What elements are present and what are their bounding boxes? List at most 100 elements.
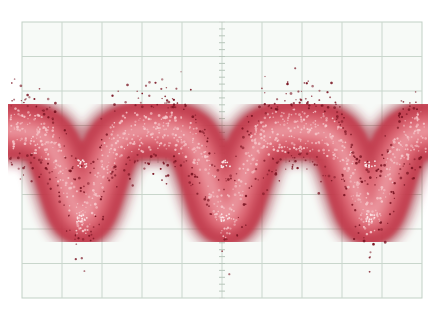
noise-dot (407, 138, 410, 141)
noise-dot (178, 136, 181, 139)
noise-dot (344, 132, 347, 136)
noise-dot (76, 232, 78, 235)
noise-dot (342, 126, 345, 130)
noise-dot (24, 137, 27, 140)
noise-dot (174, 119, 177, 122)
noise-dot (123, 169, 126, 172)
noise-dot (311, 160, 314, 163)
noise-dot (23, 142, 27, 146)
noise-dot (288, 160, 291, 162)
noise-dot (227, 178, 230, 181)
noise-dot (85, 201, 89, 205)
noise-dot (68, 186, 71, 190)
noise-dot (272, 132, 274, 134)
noise-dot (373, 216, 376, 219)
noise-dot (388, 193, 391, 195)
noise-dot (53, 141, 56, 145)
noise-dot (368, 176, 372, 179)
noise-dot (195, 122, 197, 124)
noise-dot (175, 87, 178, 90)
noise-dot (165, 174, 168, 178)
noise-dot (60, 149, 63, 152)
noise-dot (363, 237, 365, 239)
noise-dot (323, 152, 325, 155)
noise-dot (74, 257, 77, 261)
noise-dot (308, 128, 312, 132)
noise-dot (225, 214, 228, 217)
noise-dot (92, 237, 95, 240)
noise-dot (29, 113, 32, 116)
noise-dot (402, 108, 405, 110)
noise-dot (289, 92, 293, 95)
noise-dot (157, 147, 159, 150)
noise-dot (124, 116, 126, 119)
noise-dot (296, 166, 299, 170)
noise-dot (306, 128, 309, 131)
noise-dot (415, 140, 419, 144)
noise-dot (362, 208, 364, 211)
noise-dot (16, 138, 18, 141)
noise-dot (169, 115, 172, 119)
noise-dot (196, 176, 199, 179)
noise-dot (39, 136, 42, 138)
noise-dot (376, 196, 379, 200)
noise-dot (395, 162, 399, 165)
noise-dot (283, 120, 286, 122)
noise-dot (351, 162, 354, 165)
noise-dot (255, 131, 257, 133)
noise-dot (333, 153, 336, 155)
noise-dot (53, 167, 55, 170)
noise-dot (360, 201, 362, 203)
noise-dot (126, 157, 129, 159)
noise-dot (380, 164, 383, 167)
noise-dot (262, 125, 265, 128)
noise-dot (359, 155, 362, 158)
noise-dot (63, 192, 65, 194)
noise-dot (45, 107, 49, 111)
noise-dot (17, 112, 20, 116)
noise-dot (93, 193, 96, 196)
noise-dot (233, 223, 236, 226)
noise-dot (402, 124, 406, 127)
noise-dot (241, 194, 244, 197)
noise-dot (413, 158, 416, 161)
noise-dot (114, 157, 117, 160)
noise-dot (166, 163, 170, 167)
noise-dot (366, 160, 369, 163)
noise-dot (367, 170, 370, 174)
noise-dot (263, 116, 267, 120)
noise-dot (252, 169, 256, 173)
noise-dot (379, 169, 383, 173)
noise-dot (181, 124, 184, 127)
noise-dot (143, 115, 146, 117)
noise-dot (216, 168, 220, 172)
noise-dot (357, 186, 359, 189)
noise-dot (144, 116, 148, 119)
noise-dot (117, 146, 120, 149)
noise-dot (263, 103, 266, 106)
noise-dot (334, 155, 337, 158)
noise-dot (206, 140, 209, 143)
noise-dot (149, 133, 153, 136)
noise-dot (18, 129, 22, 132)
noise-dot (79, 186, 82, 190)
noise-dot (300, 119, 303, 123)
noise-dot (235, 218, 238, 222)
noise-dot (302, 147, 306, 150)
noise-dot (83, 191, 86, 194)
noise-dot (389, 158, 393, 161)
noise-dot (403, 157, 405, 159)
noise-dot (109, 171, 112, 173)
noise-dot (99, 146, 102, 149)
noise-dot (81, 159, 84, 162)
noise-dot (365, 168, 369, 172)
noise-dot (244, 194, 248, 198)
noise-dot (396, 137, 399, 140)
noise-dot (312, 111, 315, 114)
noise-dot (57, 180, 60, 183)
noise-dot (411, 117, 414, 119)
noise-dot (398, 163, 401, 166)
noise-dot (100, 165, 104, 168)
noise-dot (262, 192, 265, 196)
noise-dot (262, 177, 265, 179)
